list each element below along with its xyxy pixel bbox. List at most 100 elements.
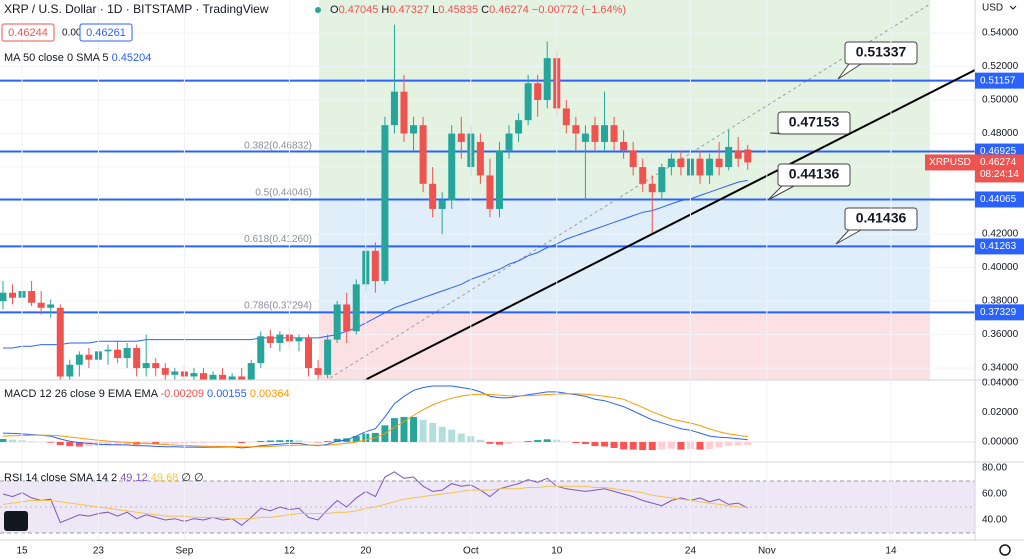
level-price-label: 0.44065 bbox=[980, 194, 1017, 205]
macd-histogram-bar bbox=[114, 441, 122, 446]
macd-value: 0.00155 bbox=[207, 388, 247, 400]
x-tick-label: 14 bbox=[885, 546, 897, 557]
macd-histogram-bar bbox=[152, 441, 160, 445]
macd-histogram-bar bbox=[0, 439, 7, 442]
candle-body bbox=[28, 291, 36, 303]
ohlc-value: 0.45835 bbox=[438, 4, 478, 16]
macd-histogram-bar bbox=[171, 441, 179, 444]
callout-text: 0.44136 bbox=[789, 166, 840, 182]
macd-histogram-bar bbox=[648, 441, 656, 451]
macd-histogram-bar bbox=[390, 418, 398, 442]
macd-histogram-bar bbox=[591, 441, 599, 447]
callout-text: 0.41436 bbox=[856, 210, 907, 226]
candle-body bbox=[505, 133, 513, 151]
header-line: XRP / U.S. Dollar · 1D · BITSTAMP · Trad… bbox=[4, 2, 269, 16]
currency-caret[interactable] bbox=[1009, 5, 1017, 10]
macd-histogram-bar bbox=[706, 441, 714, 450]
macd-histogram-bar bbox=[610, 441, 618, 449]
symbol-tag: XRPUSD bbox=[929, 157, 971, 168]
y-tick-label: 0.50000 bbox=[982, 95, 1019, 106]
candle-body bbox=[390, 91, 398, 126]
macd-histogram-bar bbox=[476, 439, 484, 442]
candle-body bbox=[639, 167, 647, 184]
candle-body bbox=[476, 141, 484, 176]
y-tick-label: 40.00 bbox=[982, 515, 1007, 526]
level-price-box bbox=[975, 191, 1024, 208]
macd-histogram-bar bbox=[9, 439, 17, 442]
market-status bbox=[315, 7, 321, 13]
macd-hist-value: -0.00209 bbox=[161, 388, 204, 400]
candle-body bbox=[295, 337, 303, 342]
candle-body bbox=[324, 339, 332, 375]
macd-line bbox=[2, 385, 748, 449]
macd-histogram-bar bbox=[620, 441, 628, 450]
candle-body bbox=[400, 91, 408, 134]
macd-histogram-bar bbox=[333, 438, 341, 442]
y-tick-label: 0.00000 bbox=[982, 437, 1019, 448]
candle-body bbox=[457, 133, 465, 142]
macd-histogram-bar bbox=[534, 440, 542, 442]
tv-logo[interactable] bbox=[4, 511, 28, 531]
candle-body bbox=[104, 349, 112, 352]
candle-body bbox=[429, 183, 437, 209]
macd-histogram-bar bbox=[47, 441, 55, 443]
x-tick-label: 12 bbox=[284, 546, 296, 557]
candle-body bbox=[276, 334, 284, 343]
macd-histogram-bar bbox=[66, 441, 74, 447]
level-price-label: 0.51157 bbox=[980, 75, 1016, 86]
x-tick-label: 20 bbox=[360, 546, 372, 557]
level-price-label: 0.37329 bbox=[980, 307, 1017, 318]
fib-diagonal bbox=[329, 3, 931, 379]
candle-body bbox=[247, 363, 255, 380]
candle-body bbox=[199, 373, 207, 380]
candle-body bbox=[352, 284, 360, 332]
candle-body bbox=[629, 150, 637, 168]
x-tick-label: 15 bbox=[16, 546, 28, 557]
macd-histogram-bar bbox=[266, 440, 274, 442]
rsi-extra: ∅ ∅ bbox=[181, 472, 203, 484]
bid-box[interactable] bbox=[1, 23, 55, 42]
candle-body bbox=[591, 125, 599, 142]
level-price-box bbox=[975, 304, 1024, 321]
ohlc-value: 0.47327 bbox=[389, 4, 429, 16]
y-tick-label: 0.34000 bbox=[982, 363, 1019, 374]
candle-body bbox=[515, 120, 523, 134]
last-price-box bbox=[975, 154, 1024, 183]
macd-histogram-bar bbox=[629, 441, 637, 450]
macd-histogram-bar bbox=[85, 441, 93, 447]
candle-body bbox=[114, 349, 122, 359]
candle-body bbox=[381, 125, 389, 281]
ohlc-value: 0.47045 bbox=[339, 4, 379, 16]
candle-body bbox=[706, 158, 714, 176]
candle-body bbox=[696, 158, 704, 176]
ohlc-line: O0.47045 H0.47327 L0.45835 C0.46274 −0.0… bbox=[330, 4, 626, 16]
ma-value: 0.45204 bbox=[112, 52, 152, 64]
symbol-name: XRP / U.S. Dollar · 1D · BITSTAMP · Trad… bbox=[4, 2, 269, 16]
ohlc-key: H bbox=[381, 4, 389, 16]
y-tick-label: 0.04000 bbox=[982, 378, 1019, 389]
candle-body bbox=[581, 133, 589, 142]
settings-icon[interactable] bbox=[999, 544, 1011, 556]
ask-box[interactable] bbox=[79, 23, 133, 42]
fib-label: 0.786(0.37294) bbox=[244, 301, 312, 312]
macd-histogram-bar bbox=[572, 441, 580, 444]
candle-body bbox=[238, 376, 246, 380]
macd-histogram-bar bbox=[190, 441, 198, 444]
macd-histogram-bar bbox=[696, 441, 704, 450]
candle-body bbox=[620, 141, 628, 151]
macd-histogram-bar bbox=[352, 436, 360, 442]
candle-body bbox=[601, 125, 609, 142]
macd-histogram-bar bbox=[209, 441, 217, 443]
macd-histogram-bar bbox=[505, 441, 513, 445]
candle-body bbox=[314, 368, 322, 375]
macd-histogram-bar bbox=[28, 441, 36, 442]
ohlc-key: C bbox=[481, 4, 489, 16]
macd-pane bbox=[0, 385, 975, 451]
ohlc-key: O bbox=[330, 4, 339, 16]
candle-body bbox=[0, 292, 7, 302]
candle-body bbox=[171, 371, 179, 375]
candle-body bbox=[66, 364, 74, 377]
macd-histogram-bar bbox=[438, 426, 446, 442]
candle-body bbox=[333, 304, 341, 340]
candle-body bbox=[133, 347, 141, 369]
